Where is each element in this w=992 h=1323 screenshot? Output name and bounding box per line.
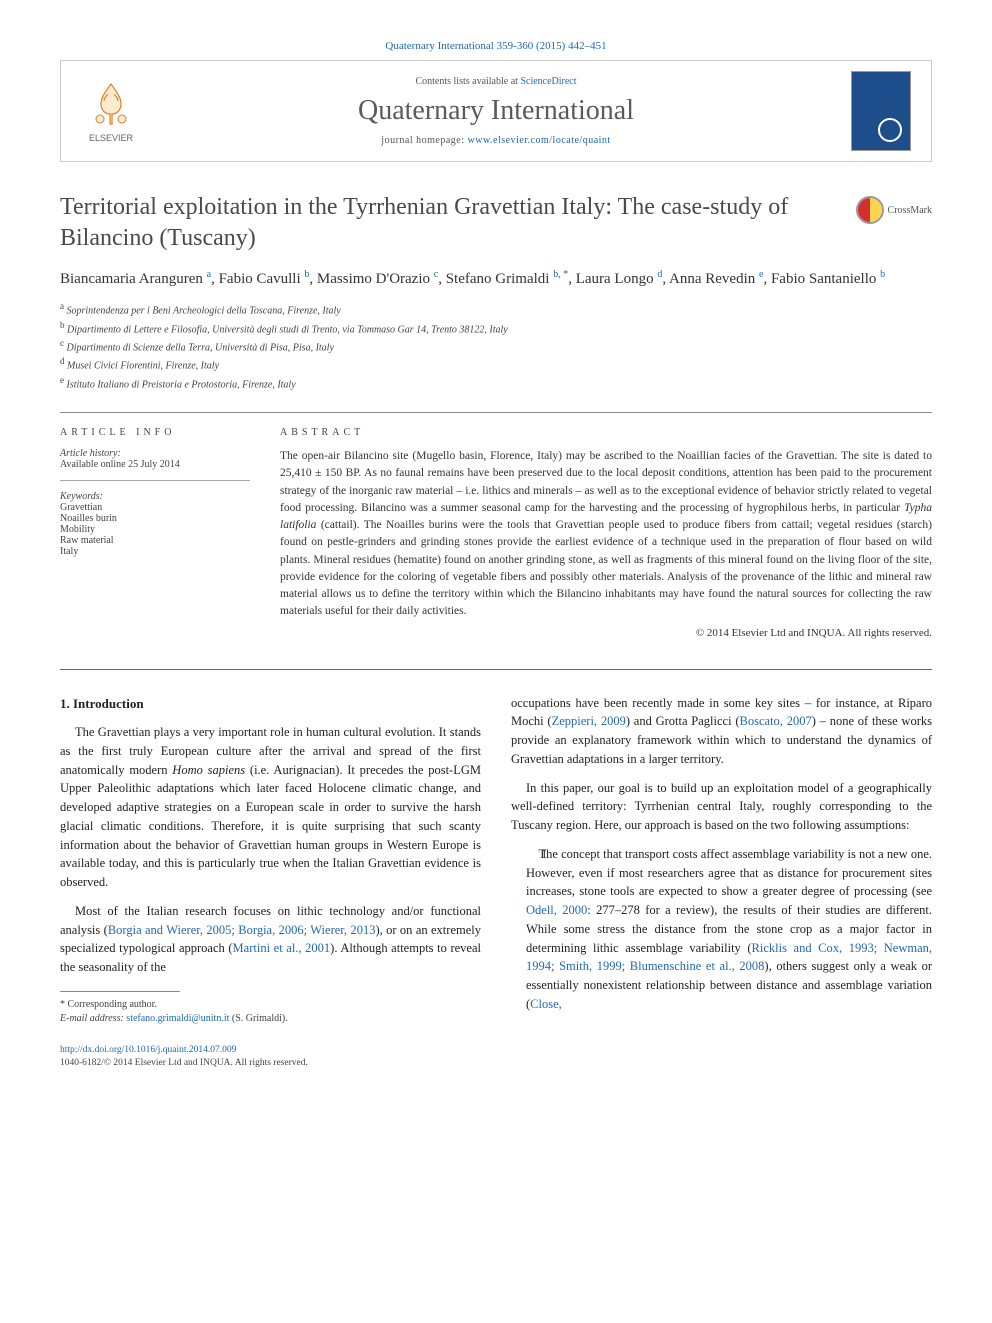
footnote-divider [60, 991, 180, 992]
text-run: The concept that transport costs affect … [526, 847, 932, 899]
divider [60, 412, 932, 413]
list-number: 1 [526, 845, 539, 864]
top-citation: Quaternary International 359-360 (2015) … [60, 40, 932, 52]
corr-marker: * Corresponding author. [60, 998, 481, 1012]
section-number: 1. [60, 696, 70, 711]
citation-link[interactable]: Martini et al., 2001 [233, 941, 331, 955]
history-line: Available online 25 July 2014 [60, 459, 250, 470]
elsevier-text: ELSEVIER [81, 133, 141, 143]
keyword: Mobility [60, 524, 250, 535]
journal-cover-thumb [851, 71, 911, 151]
crossmark-icon [856, 196, 884, 224]
homepage-prefix: journal homepage: [381, 135, 467, 146]
section-title: Introduction [73, 696, 144, 711]
article-title: Territorial exploitation in the Tyrrheni… [60, 192, 836, 254]
history-head: Article history: [60, 448, 250, 459]
citation-link[interactable]: Boscato, 2007 [740, 714, 812, 728]
page-footer: http://dx.doi.org/10.1016/j.quaint.2014.… [60, 1044, 932, 1071]
affiliations: a Soprintendenza per i Beni Archeologici… [60, 300, 932, 392]
keyword: Noailles burin [60, 513, 250, 524]
contents-line: Contents lists available at ScienceDirec… [141, 76, 851, 87]
abstract-text: The open-air Bilancino site (Mugello bas… [280, 448, 932, 621]
affiliation-line: a Soprintendenza per i Beni Archeologici… [60, 300, 932, 318]
list-item: 1The concept that transport costs affect… [511, 845, 932, 1014]
article-info-label: ARTICLE INFO [60, 427, 250, 438]
affiliation-line: c Dipartimento di Scienze della Terra, U… [60, 337, 932, 355]
paragraph: Most of the Italian research focuses on … [60, 902, 481, 977]
crossmark-label: CrossMark [888, 205, 932, 216]
article-info-column: ARTICLE INFO Article history: Available … [60, 427, 250, 639]
homepage-link[interactable]: www.elsevier.com/locate/quaint [468, 135, 611, 146]
abstract-copyright: © 2014 Elsevier Ltd and INQUA. All right… [280, 627, 932, 639]
abstract-column: ABSTRACT The open-air Bilancino site (Mu… [280, 427, 932, 639]
paragraph: In this paper, our goal is to build up a… [511, 779, 932, 835]
journal-name: Quaternary International [141, 95, 851, 127]
keyword: Italy [60, 546, 250, 557]
author-list: Biancamaria Aranguren a, Fabio Cavulli b… [60, 268, 932, 290]
elsevier-logo: ELSEVIER [81, 79, 141, 143]
paragraph: occupations have been recently made in s… [511, 694, 932, 769]
contents-prefix: Contents lists available at [415, 76, 520, 87]
email-label: E-mail address: [60, 1013, 126, 1024]
keywords-list: GravettianNoailles burinMobilityRaw mate… [60, 502, 250, 557]
species-name: Homo sapiens [172, 763, 245, 777]
corresponding-author-note: * Corresponding author. E-mail address: … [60, 998, 481, 1026]
sciencedirect-link[interactable]: ScienceDirect [520, 76, 576, 87]
citation-link[interactable]: Zeppieri, 2009 [552, 714, 626, 728]
keywords-head: Keywords: [60, 491, 250, 502]
homepage-line: journal homepage: www.elsevier.com/locat… [141, 135, 851, 146]
doi-link[interactable]: http://dx.doi.org/10.1016/j.quaint.2014.… [60, 1045, 236, 1055]
citation-link[interactable]: Borgia and Wierer, 2005; Borgia, 2006; W… [108, 923, 376, 937]
text-run: (i.e. Aurignacian). It precedes the post… [60, 763, 481, 890]
crossmark-badge[interactable]: CrossMark [856, 196, 932, 224]
affiliation-line: e Istituto Italiano di Preistoria e Prot… [60, 374, 932, 392]
keyword: Gravettian [60, 502, 250, 513]
abstract-label: ABSTRACT [280, 427, 932, 438]
text-run: ) and Grotta Paglicci ( [626, 714, 740, 728]
citation-link[interactable]: Odell, 2000 [526, 903, 587, 917]
body-text: 1. Introduction The Gravettian plays a v… [60, 694, 932, 1026]
affiliation-line: d Musei Civici Fiorentini, Firenze, Ital… [60, 355, 932, 373]
author-email-link[interactable]: stefano.grimaldi@unitn.it [126, 1013, 229, 1024]
section-heading: 1. Introduction [60, 694, 481, 714]
divider-thick [60, 669, 932, 670]
citation-link[interactable]: Close, [530, 997, 562, 1011]
text-run: (S. Grimaldi). [229, 1013, 287, 1024]
affiliation-line: b Dipartimento di Lettere e Filosofia, U… [60, 319, 932, 337]
elsevier-tree-icon [86, 79, 136, 129]
journal-header: ELSEVIER Contents lists available at Sci… [60, 60, 932, 162]
issn-copyright: 1040-6182/© 2014 Elsevier Ltd and INQUA.… [60, 1058, 308, 1068]
paragraph: The Gravettian plays a very important ro… [60, 723, 481, 892]
keyword: Raw material [60, 535, 250, 546]
